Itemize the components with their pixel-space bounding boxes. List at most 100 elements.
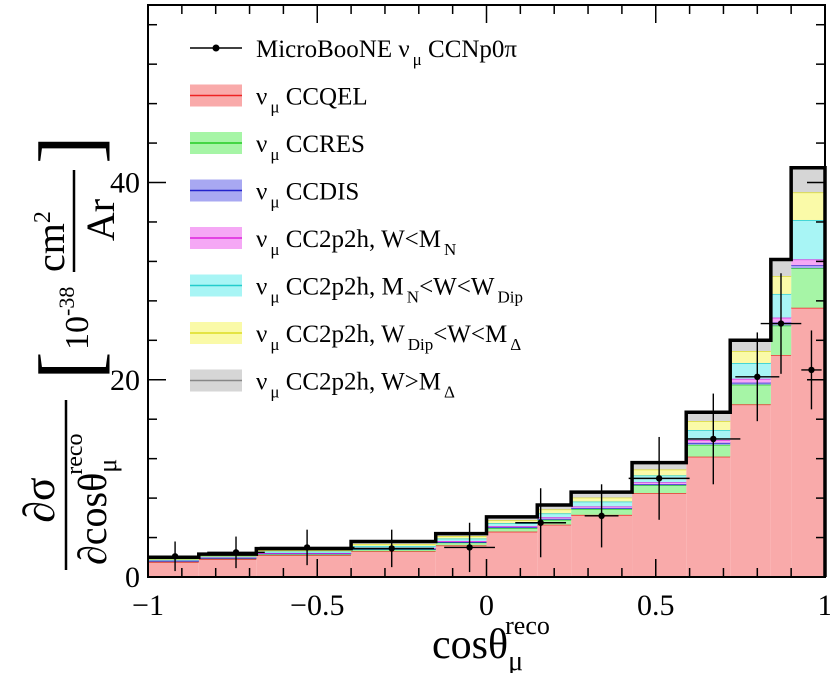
series-0-bar-2	[256, 555, 352, 577]
series-5-bar-5	[486, 520, 538, 524]
ylabel-unit-den: Ar	[78, 199, 123, 241]
series-6-bar-11	[770, 259, 792, 277]
series-3-bar-12	[791, 259, 825, 266]
series-6-bar-6	[537, 505, 572, 510]
data-point-9	[735, 332, 780, 422]
series-6-bar-12	[791, 167, 825, 193]
data-point-11	[801, 330, 822, 410]
data-point-2-marker	[303, 544, 311, 551]
series-0-bar-3	[351, 551, 436, 577]
data-point-8-marker	[710, 435, 717, 443]
series-5-bar-12	[791, 192, 825, 220]
series-0-bar-4	[435, 545, 487, 577]
series-1-bar-2	[256, 553, 352, 556]
series-3-bar-9	[686, 439, 731, 443]
series-3-bar-6	[537, 517, 572, 519]
data-point-10-marker	[777, 320, 785, 327]
series-5-bar-2	[256, 550, 352, 552]
data-point-3	[349, 529, 435, 568]
x-tick-label: 0.5	[637, 589, 675, 622]
x-tick-label: −1	[132, 589, 164, 622]
series-2-bar-12	[791, 265, 825, 269]
data-point-7-marker	[655, 475, 663, 482]
series-5-bar-3	[351, 543, 436, 546]
ylabel-bracket-close: ]	[21, 135, 117, 164]
series-4-bar-10	[730, 362, 771, 379]
series-0-bar-0	[148, 562, 199, 577]
y-tick-label: 20	[110, 364, 140, 397]
series-1-bar-12	[791, 268, 825, 308]
plot-frame: −1 −0.5 0 0.5 1 0 20 40	[110, 4, 830, 622]
x-tick-label: −0.5	[290, 589, 344, 622]
series-5-bar-4	[435, 536, 487, 539]
data-point-4	[444, 522, 495, 573]
stacked-histograms	[148, 167, 825, 577]
series-4-bar-6	[537, 513, 572, 518]
series-5-bar-6	[537, 509, 572, 514]
series-1-bar-9	[686, 444, 731, 457]
series-6-bar-10	[730, 340, 771, 352]
series-0-bar-9	[686, 456, 731, 577]
data-point-5	[515, 488, 567, 558]
x-axis-label: cosθμreco	[432, 611, 550, 673]
data-point-6	[584, 484, 619, 548]
ylabel-unit-cm: cm2	[28, 211, 73, 272]
series-0-bar-5	[486, 531, 538, 577]
ylabel-bracket-open: [	[21, 351, 117, 380]
series-0-bar-10	[730, 404, 771, 577]
x-tick-label: 0	[479, 589, 494, 622]
series-5-bar-9	[686, 421, 731, 431]
series-2-bar-10	[730, 382, 771, 385]
data-point-1	[207, 536, 265, 569]
series-4-bar-4	[435, 538, 487, 542]
series-4-bar-9	[686, 430, 731, 440]
series-1-bar-4	[435, 542, 487, 546]
data-point-1-marker	[232, 549, 240, 556]
data-point-2	[259, 529, 355, 566]
data-point-10	[760, 273, 802, 374]
series-4-bar-2	[256, 551, 352, 554]
total-outline	[148, 165, 827, 577]
ylabel-unit-prefix: 10-38	[54, 287, 96, 350]
series-2-bar-9	[686, 442, 731, 445]
series-3-bar-10	[730, 378, 771, 383]
data-point-7	[628, 436, 690, 520]
data-point-3-marker	[388, 545, 395, 552]
series-1-bar-5	[486, 528, 538, 532]
series-6-bar-9	[686, 412, 731, 422]
series-0-bar-12	[791, 307, 825, 577]
ylabel-denominator: ∂cosθμreco	[62, 434, 122, 566]
data-points	[149, 273, 822, 573]
data-point-6-marker	[598, 512, 605, 520]
data-point-0-marker	[171, 553, 179, 560]
y-axis-label: ∂σ ∂cosθμreco [ 10-38 cm2 Ar ]	[15, 135, 123, 570]
series-4-bar-12	[791, 219, 825, 260]
series-0-bar-1	[198, 559, 257, 577]
data-point-0	[149, 541, 201, 572]
total-prediction-outline	[148, 165, 827, 577]
x-tick-label: 1	[818, 589, 830, 622]
series-5-bar-10	[730, 351, 771, 363]
series-0-bar-11	[770, 355, 792, 577]
ylabel-numerator: ∂σ	[15, 477, 64, 523]
series-0	[148, 307, 825, 577]
data-point-4-marker	[466, 544, 473, 551]
